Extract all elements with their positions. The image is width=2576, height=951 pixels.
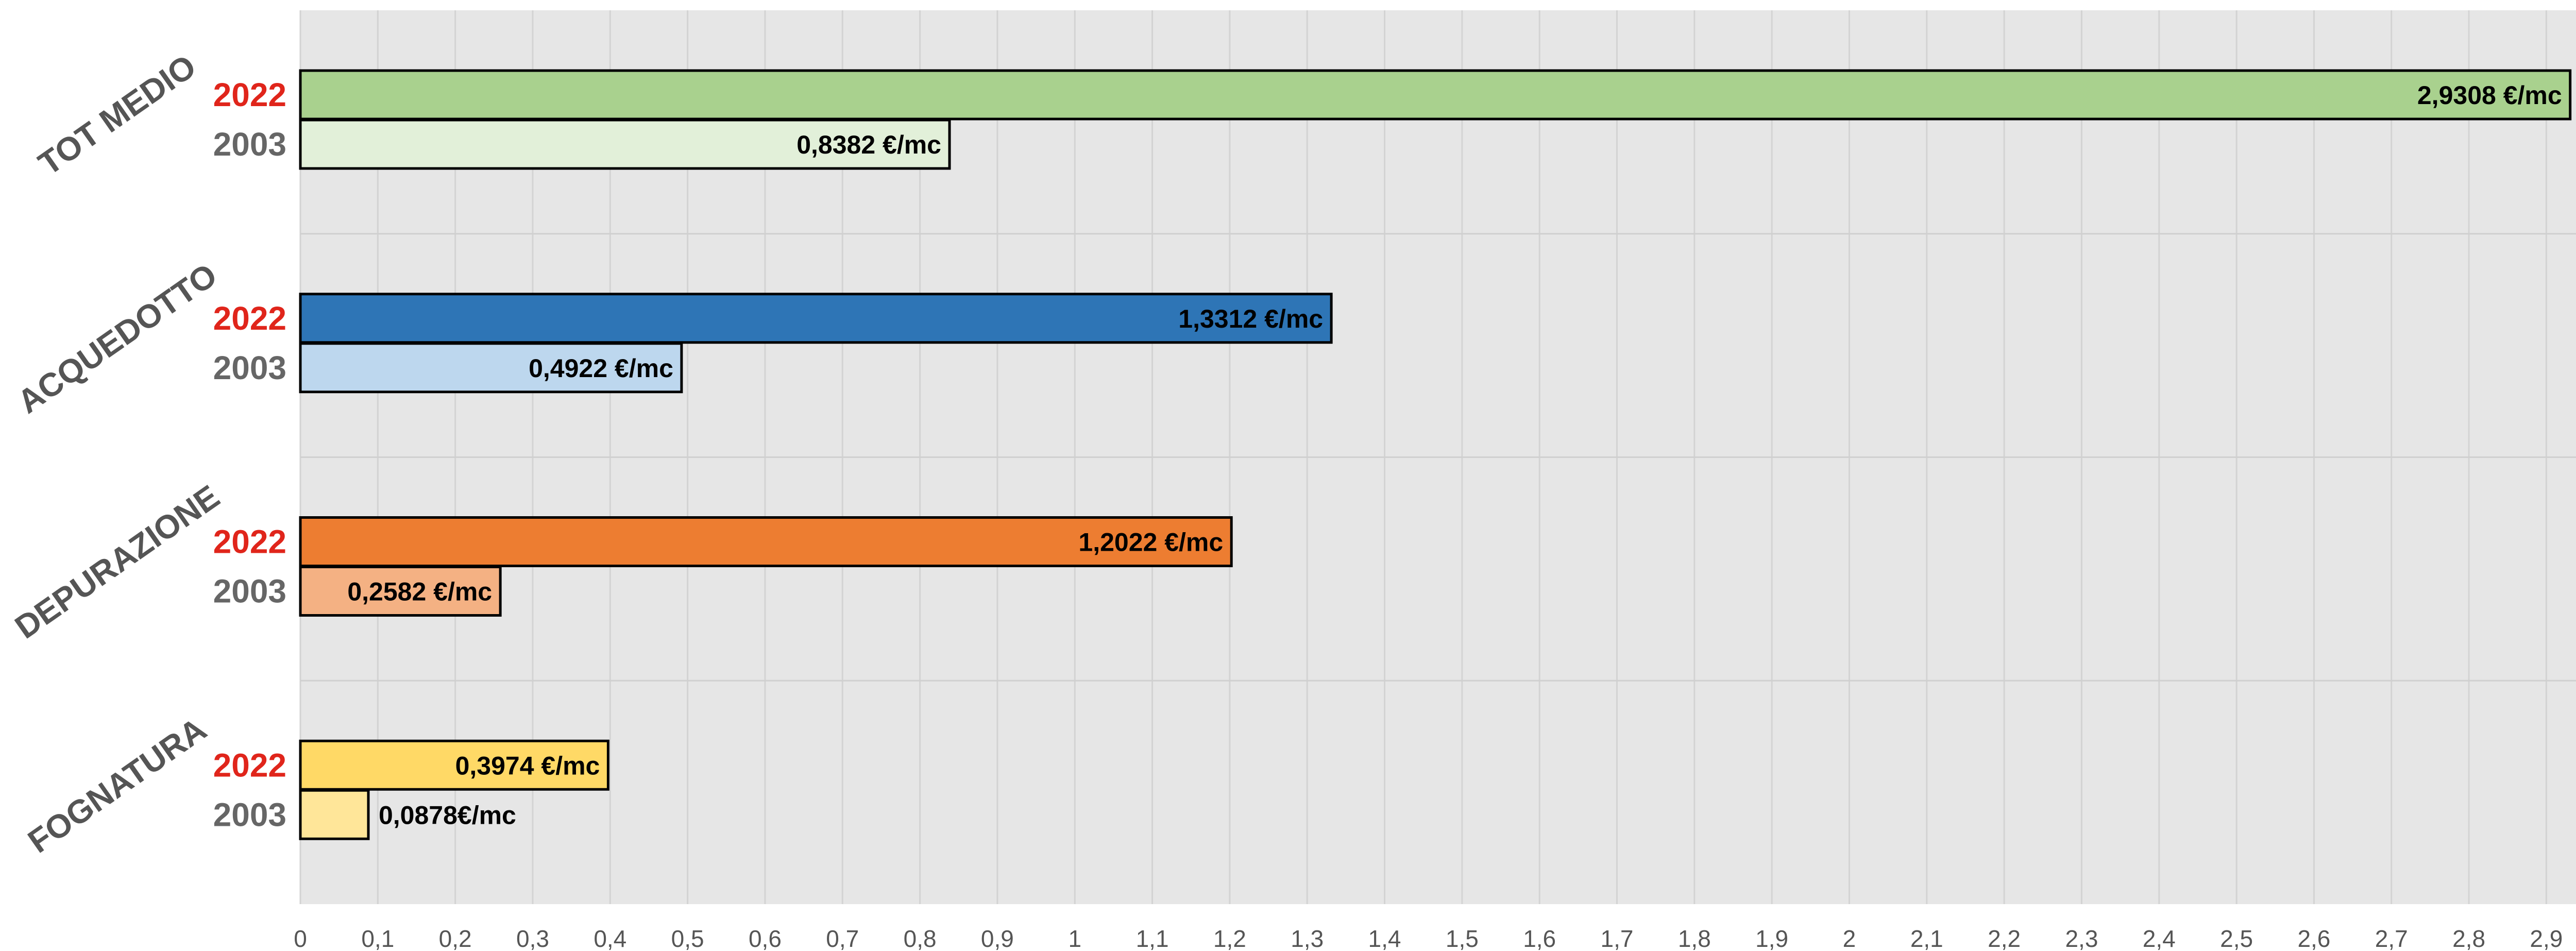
x-tick-label: 1 [1068,925,1081,951]
x-tick-label: 2,6 [2297,925,2330,951]
category-bands [300,233,2576,682]
bar-acquedotto-2022 [299,293,1333,344]
x-tick-label: 1,9 [1755,925,1788,951]
x-tick-label: 0,5 [671,925,704,951]
data-label: 0,2582 €/mc [347,578,492,606]
year-label: 2003 [213,349,286,386]
bars-group: 2,9308 €/mc 0,8382 €/mc 1,3312 €/mc 0,4922 … [299,69,2572,840]
x-tick-label: 2,5 [2220,925,2253,951]
year-label: 2022 [213,746,286,784]
x-tick-label: 1,5 [1446,925,1479,951]
x-tick-label: 1,8 [1678,925,1711,951]
x-tick-label: 1,6 [1523,925,1556,951]
x-axis-ticks: 0 0,1 0,2 0,3 0,4 0,5 0,6 0,7 0,8 0,9 1 1,1 1,2 1,3 1,… [294,925,2563,951]
x-tick-label: 1,1 [1136,925,1169,951]
bar-depurazione-2003 [299,566,502,617]
x-tick-label: 2,8 [2452,925,2485,951]
x-tick-label: 0,6 [749,925,782,951]
category-label: TOT MEDIO [32,47,203,182]
bar-fognatura-2022 [299,739,609,791]
category-label: DEPURAZIONE [8,478,226,646]
x-tick-label: 0,7 [826,925,859,951]
bar-fognatura-2003 [299,789,370,840]
bar-depurazione-2022 [299,516,1233,567]
x-tick-label: 2,7 [2375,925,2408,951]
data-label: 0,0878€/mc [379,801,516,829]
x-tick-label: 2,9 [2530,925,2563,951]
data-label: 0,3974 €/mc [455,751,600,780]
year-label: 2003 [213,573,286,610]
x-tick-label: 0,8 [904,925,937,951]
year-label: 2003 [213,796,286,833]
x-tick-label: 2,1 [1910,925,1943,951]
year-label: 2003 [213,126,286,163]
x-tick-label: 2,4 [2143,925,2176,951]
x-tick-label: 0,3 [516,925,549,951]
category-label: ACQUEDOTTO [11,256,224,420]
x-tick-label: 1,4 [1368,925,1401,951]
x-tick-label: 2,2 [1988,925,2021,951]
category-label: FOGNATURA [21,710,213,860]
bar-tot-medio-2003 [299,118,951,170]
x-tick-label: 0,2 [439,925,472,951]
x-tick-label: 0,1 [361,925,394,951]
year-label: 2022 [213,523,286,561]
x-tick-label: 0,9 [981,925,1014,951]
x-tick-label: 0,4 [594,925,626,951]
data-label: 2,9308 €/mc [2417,81,2562,110]
x-tick-label: 1,2 [1213,925,1246,951]
x-tick-label: 0 [294,925,307,951]
data-label: 1,2022 €/mc [1078,528,1223,557]
x-tick-label: 1,7 [1601,925,1634,951]
year-label: 2022 [213,300,286,337]
bar-tot-medio-2022 [299,69,2572,121]
data-label: 1,3312 €/mc [1178,304,1323,333]
data-label: 0,8382 €/mc [796,130,941,159]
x-tick-label: 1,3 [1291,925,1324,951]
year-label: 2022 [213,76,286,113]
x-tick-label: 2 [1843,925,1856,951]
x-tick-label: 2,3 [2065,925,2098,951]
data-label: 0,4922 €/mc [529,354,673,383]
bar-acquedotto-2003 [299,342,683,394]
